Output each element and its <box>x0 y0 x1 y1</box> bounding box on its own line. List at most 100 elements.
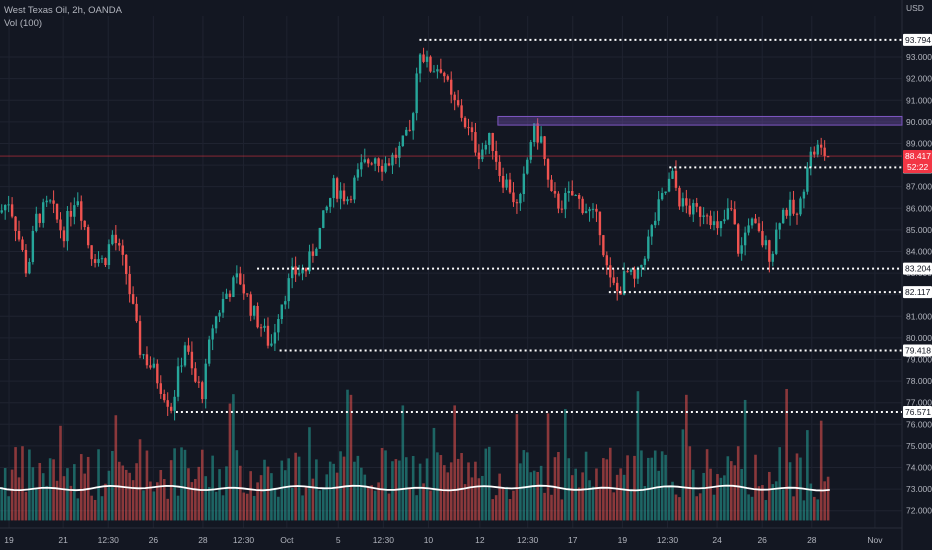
candle-body <box>97 259 100 263</box>
candle-body <box>318 227 322 249</box>
candle-body <box>453 94 456 101</box>
volume-bar <box>768 471 771 521</box>
candle-body <box>214 316 218 329</box>
candle-body <box>315 248 318 256</box>
candle-body <box>737 224 740 254</box>
volume-bar <box>422 483 425 521</box>
candle-body <box>73 205 76 217</box>
candle-body <box>650 225 653 237</box>
candle-body <box>301 268 304 274</box>
candle-body <box>408 129 411 131</box>
volume-bar <box>225 466 228 521</box>
candle-body <box>605 255 609 266</box>
volume-bar <box>757 486 761 521</box>
volume-bar <box>7 496 10 521</box>
resistance-zone <box>497 115 903 126</box>
volume-bar <box>443 465 446 521</box>
volume-bar <box>401 405 405 521</box>
volume-bar <box>685 394 688 521</box>
volume-bar <box>159 470 163 521</box>
volume-bar <box>104 483 107 521</box>
volume-bar <box>17 477 21 521</box>
candle-body <box>107 244 111 266</box>
volume-bar <box>491 499 495 521</box>
symbol-title[interactable]: West Texas Oil, 2h, OANDA <box>4 5 122 16</box>
x-tick-label: 12:30 <box>233 535 255 545</box>
volume-bar <box>83 473 87 521</box>
volume-bar <box>100 496 104 521</box>
volume-bar <box>353 461 356 521</box>
volume-bar <box>474 461 477 521</box>
candle-body <box>270 343 273 346</box>
candle-body <box>557 193 560 209</box>
volume-bar <box>14 447 17 521</box>
candle-body <box>660 193 664 200</box>
candle-body <box>626 271 629 273</box>
volume-bar <box>66 468 69 521</box>
volume-bar <box>453 405 456 521</box>
candle-body <box>52 200 55 204</box>
candle-body <box>598 211 602 236</box>
y-tick-label: 86.000 <box>906 203 932 213</box>
candle-body <box>647 236 650 259</box>
candle-body <box>277 319 280 333</box>
volume-bar <box>806 430 809 521</box>
x-tick-label: 5 <box>336 535 341 545</box>
volume-bar <box>723 475 726 521</box>
volume-bar <box>719 477 723 521</box>
candle-body <box>201 382 204 400</box>
volume-bar <box>733 465 737 521</box>
candle-body <box>166 400 169 407</box>
candle-body <box>505 179 508 188</box>
volume-bar <box>481 475 484 521</box>
candle-body <box>488 132 491 145</box>
level-tag-label: 82.117 <box>905 287 931 297</box>
candle-body <box>491 132 494 152</box>
candle-body <box>460 105 463 118</box>
volume-bar <box>712 494 716 521</box>
candle-body <box>280 304 283 320</box>
volume-bar <box>785 388 788 521</box>
candle-body <box>560 208 564 210</box>
candle-body <box>809 151 813 168</box>
candle-body <box>633 269 636 279</box>
candle-body <box>671 170 674 179</box>
volume-bar <box>539 465 543 521</box>
volume-bar <box>377 482 380 521</box>
volume-bar <box>484 448 488 521</box>
candle-body <box>66 210 69 242</box>
candle-body <box>481 149 484 160</box>
candle-body <box>515 202 519 204</box>
candle-body <box>242 284 245 294</box>
candle-body <box>304 268 308 272</box>
volume-indicator-label[interactable]: Vol (100) <box>4 18 43 29</box>
volume-bar <box>792 496 795 521</box>
volume-bar <box>211 455 214 521</box>
volume-bar <box>771 484 775 521</box>
candle-body <box>239 273 242 285</box>
candle-body <box>429 56 432 72</box>
candle-body <box>55 203 59 220</box>
volume-bar <box>657 470 660 521</box>
volume-bar <box>38 462 42 521</box>
y-tick-label: 93.000 <box>906 52 932 62</box>
candle-body <box>674 170 678 188</box>
candle-body <box>287 278 290 302</box>
volume-bar <box>190 482 194 521</box>
candle-body <box>698 206 702 217</box>
volume-bar <box>529 472 533 521</box>
volume-bar <box>62 476 66 521</box>
candle-body <box>733 209 736 225</box>
candle-body <box>0 210 3 213</box>
candle-body <box>211 328 214 340</box>
volume-bar <box>3 468 7 521</box>
candle-body <box>59 219 62 231</box>
volume-bar <box>232 394 235 521</box>
volume-bar <box>387 493 391 521</box>
candle-body <box>536 123 539 143</box>
candle-body <box>370 163 373 165</box>
candle-body <box>826 156 830 158</box>
candle-body <box>577 195 581 199</box>
volume-bar <box>501 487 505 521</box>
